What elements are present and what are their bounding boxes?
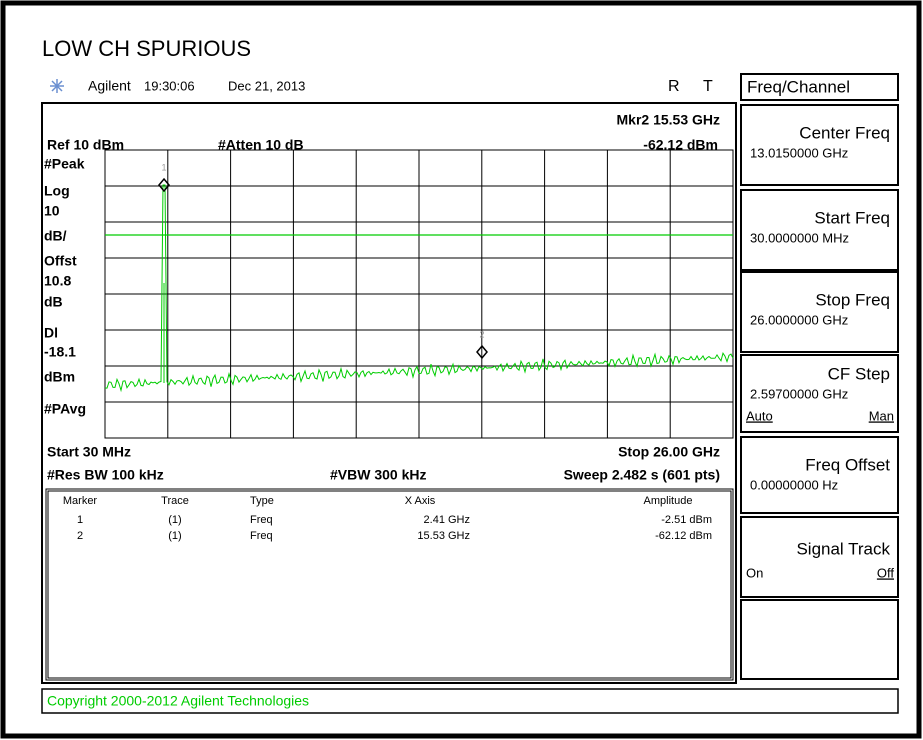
ref-level: Ref 10 dBm <box>47 137 124 153</box>
softkey-label: Center Freq <box>799 123 890 142</box>
softkey-value: 13.0150000 GHz <box>750 145 848 160</box>
softkey[interactable] <box>740 104 899 186</box>
sweep: Sweep 2.482 s (601 pts) <box>564 467 720 483</box>
res-bw: #Res BW 100 kHz <box>47 467 164 483</box>
scale-label: #Peak <box>44 156 85 172</box>
softkey-value: 0.00000000 Hz <box>750 477 838 492</box>
table-header: Marker <box>63 495 98 507</box>
table-header: Trace <box>161 495 189 507</box>
scale-label: #PAvg <box>44 401 86 417</box>
table-cell: -62.12 dBm <box>655 530 712 542</box>
softkey-option: Off <box>877 565 894 580</box>
table-cell: 1 <box>77 514 83 526</box>
t-indicator: T <box>703 78 713 95</box>
time: 19:30:06 <box>144 78 195 93</box>
marker-2-label: 2 <box>479 329 484 339</box>
copyright: Copyright 2000-2012 Agilent Technologies <box>47 693 309 709</box>
softkey[interactable] <box>740 516 899 598</box>
softkey-option: Auto <box>746 408 773 423</box>
marker-1 <box>158 177 170 193</box>
start-freq: Start 30 MHz <box>47 444 131 460</box>
scale-label: dB/ <box>44 228 67 244</box>
softkey-value: 2.59700000 GHz <box>750 386 848 401</box>
marker-1-label: 1 <box>161 162 166 172</box>
marker-table-text: Marker Trace Type X Axis Amplitude 1 (1) Freq 2.… <box>63 495 712 542</box>
softkey-label: Start Freq <box>814 208 890 227</box>
status-bar <box>41 688 899 714</box>
softkey[interactable] <box>740 354 899 433</box>
softkey <box>740 599 899 680</box>
softkey-label: Stop Freq <box>815 290 890 309</box>
marker-table-inner <box>47 490 732 679</box>
logo <box>50 79 64 93</box>
table-cell: 2.41 GHz <box>424 514 470 526</box>
marker-amplitude: -62.12 dBm <box>643 137 718 153</box>
scale-label: 10.8 <box>44 273 71 289</box>
date: Dec 21, 2013 <box>228 78 305 93</box>
menu-title: Freq/Channel <box>747 77 850 96</box>
softkey-option: On <box>746 565 763 580</box>
softkey-value: 26.0000000 GHz <box>750 312 848 327</box>
stop-freq: Stop 26.00 GHz <box>618 444 720 460</box>
marker-2 <box>476 344 488 360</box>
softkey-label: Freq Offset <box>805 455 890 474</box>
display-panel <box>41 102 737 684</box>
marker-table <box>45 488 734 681</box>
table-cell: (1) <box>168 530 181 542</box>
graticule-lines <box>105 150 733 438</box>
table-cell: 15.53 GHz <box>417 530 470 542</box>
scale-label: Offst <box>44 253 77 269</box>
table-cell: Freq <box>250 514 273 526</box>
attenuation: #Atten 10 dB <box>218 137 304 153</box>
table-cell: Freq <box>250 530 273 542</box>
brand: Agilent <box>88 78 131 94</box>
softkeys: Center Freq 13.0150000 GHz Start Freq 30.00… <box>740 104 899 680</box>
scale-label: dB <box>44 294 63 310</box>
scale-label: 10 <box>44 203 60 219</box>
menu-title-box <box>740 73 899 101</box>
table-cell: (1) <box>168 514 181 526</box>
table-header: Amplitude <box>644 495 693 507</box>
scale-label: -18.1 <box>44 344 76 360</box>
softkey[interactable] <box>740 189 899 271</box>
softkey[interactable] <box>740 271 899 353</box>
scale-label: dBm <box>44 369 75 385</box>
trace <box>104 184 734 393</box>
vbw: #VBW 300 kHz <box>330 467 426 483</box>
marker-frequency: Mkr2 15.53 GHz <box>617 112 721 128</box>
page-title: LOW CH SPURIOUS <box>42 36 251 61</box>
table-cell: 2 <box>77 530 83 542</box>
table-header: Type <box>250 495 274 507</box>
scale-label: Log <box>44 183 70 199</box>
r-indicator: R <box>668 78 680 95</box>
softkey-value: 30.0000000 MHz <box>750 230 849 245</box>
softkey[interactable] <box>740 436 899 514</box>
softkey-label: Signal Track <box>796 539 890 558</box>
table-cell: -2.51 dBm <box>661 514 712 526</box>
softkey-label: CF Step <box>828 364 890 383</box>
table-header: X Axis <box>405 495 436 507</box>
scale-label: Dl <box>44 325 58 341</box>
softkey-option: Man <box>869 408 894 423</box>
